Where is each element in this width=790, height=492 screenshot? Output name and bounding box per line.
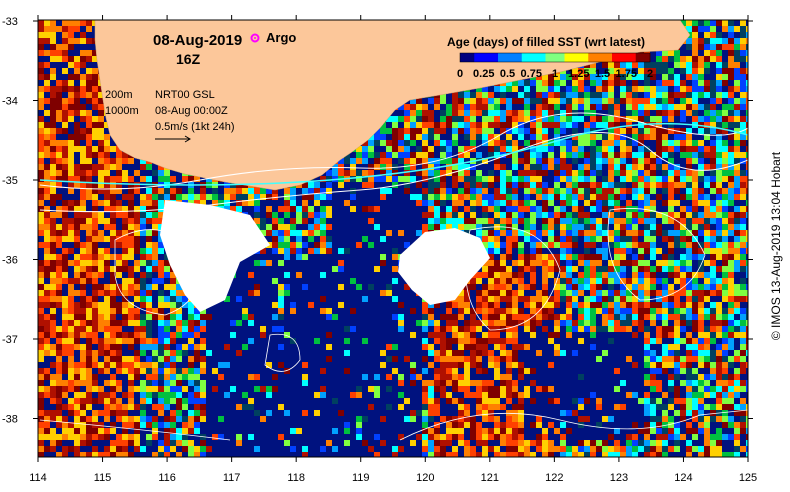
colorbar-swatch [488, 53, 494, 62]
colorbar-swatch [574, 53, 580, 62]
colorbar-swatch [474, 53, 480, 62]
colorbar-swatch [531, 53, 537, 62]
colorbar-swatch [640, 53, 646, 62]
colorbar-swatch [555, 53, 561, 62]
lon-label: 117 [223, 472, 241, 484]
imos-credit: © IMOS 13-Aug-2019 13:04 Hobart [769, 151, 783, 341]
contour-200m-label: 200m [105, 89, 133, 101]
lon-label: 124 [674, 472, 692, 484]
colorbar-swatch [483, 53, 489, 62]
current-scale-arrow-icon [155, 135, 191, 143]
colorbar-swatch [502, 53, 508, 62]
colorbar-swatch [493, 53, 499, 62]
colorbar-swatch [626, 53, 632, 62]
colorbar-swatch [507, 53, 513, 62]
contour-eddy-4 [264, 333, 301, 372]
plot-frame [37, 19, 749, 458]
lat-label: -38 [2, 414, 18, 426]
lat-label: -34 [2, 96, 18, 108]
colorbar-swatch [479, 53, 485, 62]
colorbar-swatch [540, 53, 546, 62]
lat-label: -36 [2, 255, 18, 267]
contour-eddy-3 [607, 208, 706, 301]
current-streak [39, 122, 748, 186]
argo-legend: Argo [250, 30, 296, 45]
lon-label: 119 [352, 472, 370, 484]
argo-marker-dot [254, 37, 256, 39]
colorbar-tick-label: 1.5 [595, 68, 610, 80]
colorbar-swatch [621, 53, 627, 62]
lon-label: 116 [158, 472, 176, 484]
colorbar-tick-label: 0 [457, 68, 463, 80]
contour-eddy-2 [465, 226, 561, 331]
contour-deep [39, 409, 748, 441]
colorbar-swatch [578, 53, 584, 62]
colorbar-swatch [593, 53, 599, 62]
colorbar-swatch [512, 53, 518, 62]
colorbar-swatch [550, 53, 556, 62]
lat-label: -33 [2, 16, 18, 28]
colorbar-tick-label: 2 [647, 68, 653, 80]
colorbar-swatch [602, 53, 608, 62]
colorbar-swatch [612, 53, 618, 62]
longitude-axis: 114 115 116 117 118 119 120 121 122 123 124 125 [29, 15, 757, 484]
contour-200m [39, 112, 748, 190]
lon-label: 123 [610, 472, 628, 484]
colorbar-tick-label: 1 [552, 68, 558, 80]
argo-marker-icon [250, 33, 260, 43]
lat-label: -37 [2, 334, 18, 346]
lon-label: 120 [416, 472, 434, 484]
lat-label: -35 [2, 175, 18, 187]
colorbar-swatch [498, 53, 504, 62]
colorbar-tick-label: 1.25 [568, 68, 589, 80]
colorbar-swatch [559, 53, 565, 62]
current-source-label: NRT00 GSL [155, 89, 215, 101]
cloud-gap-west [160, 200, 270, 312]
colorbar-swatch [526, 53, 532, 62]
colorbar-swatch [464, 53, 470, 62]
colorbar-ticks: 0 0.25 0.5 0.75 1 1.25 1.5 1.75 2 [457, 68, 653, 80]
colorbar-swatch [607, 53, 613, 62]
map-title-hour: 16Z [176, 51, 201, 67]
colorbar-swatch [597, 53, 603, 62]
colorbar-swatch [583, 53, 589, 62]
colorbar-border [459, 52, 651, 63]
colorbar-swatch [564, 53, 570, 62]
lon-label: 122 [545, 472, 563, 484]
colorbar-tick-label: 0.25 [473, 68, 494, 80]
map-title-date: 08-Aug-2019 [153, 32, 242, 49]
current-time-label: 08-Aug 00:00Z [155, 105, 228, 117]
current-scale-label: 0.5m/s (1kt 24h) [155, 121, 234, 133]
argo-label: Argo [266, 30, 296, 45]
colorbar-title: Age (days) of filled SST (wrt latest) [447, 35, 645, 49]
colorbar-swatch [545, 53, 551, 62]
lon-label: 114 [29, 472, 47, 484]
colorbar-swatch [460, 53, 466, 62]
colorbar-swatch [536, 53, 542, 62]
colorbar-tick-label: 0.75 [521, 68, 542, 80]
contour-eddy-1 [114, 229, 200, 316]
colorbar-swatch [521, 53, 527, 62]
colorbar-tick-label: 1.75 [616, 68, 637, 80]
colorbar-swatch [635, 53, 641, 62]
lon-label: 115 [94, 472, 112, 484]
colorbar-swatch [631, 53, 637, 62]
colorbar-swatch [588, 53, 594, 62]
lon-label: 118 [287, 472, 305, 484]
colorbar-swatch [616, 53, 622, 62]
latitude-axis: -33 -34 -35 -36 -37 -38 [2, 16, 753, 426]
contour-1000m-label: 1000m [105, 105, 139, 117]
colorbar-swatch [569, 53, 575, 62]
colorbar [459, 52, 651, 63]
lon-label: 125 [739, 472, 757, 484]
contour-1000m [39, 132, 748, 213]
lon-label: 121 [481, 472, 499, 484]
colorbar-swatch [645, 53, 651, 62]
colorbar-swatch [469, 53, 475, 62]
land-australia [94, 20, 691, 191]
colorbar-swatch [517, 53, 523, 62]
colorbar-tick-label: 0.5 [500, 68, 515, 80]
